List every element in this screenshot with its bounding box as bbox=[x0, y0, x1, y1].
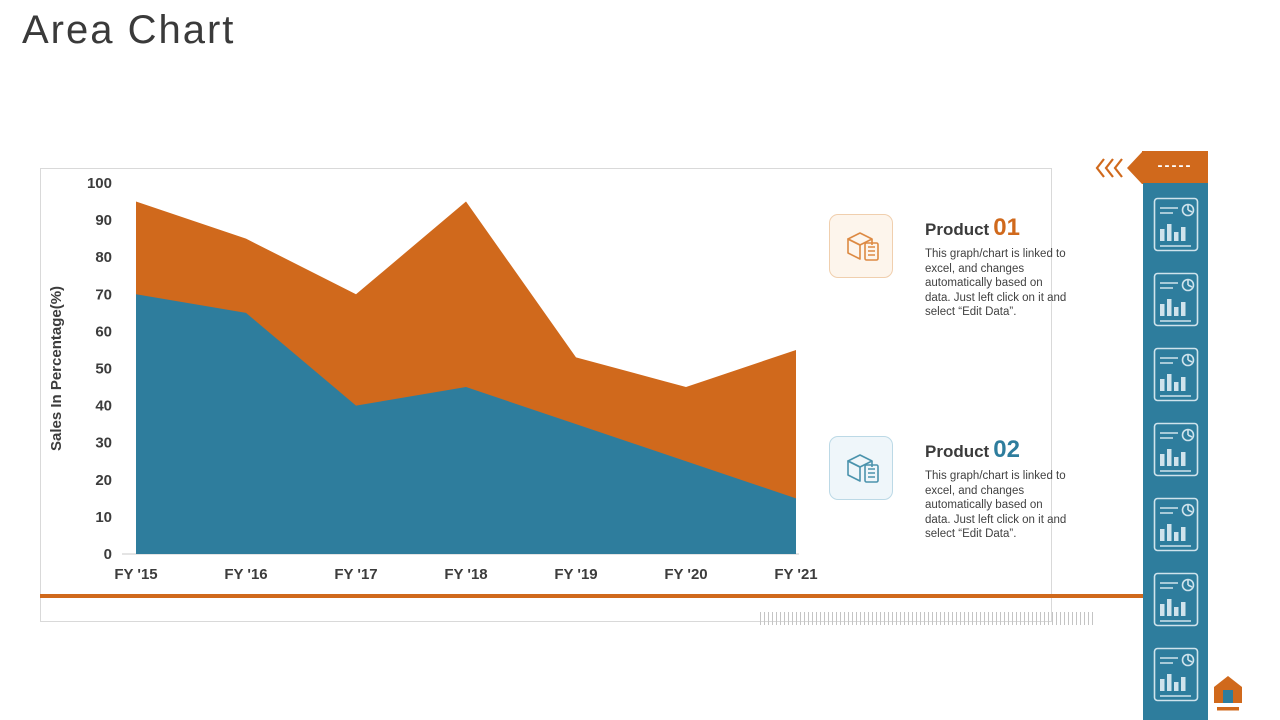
chart-frame: 0 10 20 30 40 50 60 70 80 90 100 FY '15 FY '16 FY '17… bbox=[40, 168, 1066, 622]
svg-text:FY '18: FY '18 bbox=[444, 566, 487, 583]
chart-document-icon bbox=[1153, 572, 1199, 627]
legend-item-product-01: Product 01 This graph/chart is linked to … bbox=[829, 214, 1067, 320]
svg-text:30: 30 bbox=[95, 435, 112, 452]
ribbed-divider bbox=[760, 612, 1095, 625]
orange-divider bbox=[40, 594, 1143, 598]
legend-item-product-02: Product 02 This graph/chart is linked to … bbox=[829, 436, 1067, 542]
chart-document-icon bbox=[1153, 497, 1199, 552]
svg-text:0: 0 bbox=[104, 546, 112, 563]
svg-text:Sales In Percentage(%): Sales In Percentage(%) bbox=[48, 286, 65, 451]
svg-text:FY '15: FY '15 bbox=[114, 566, 157, 583]
svg-text:50: 50 bbox=[95, 361, 112, 378]
legend-description: This graph/chart is linked to excel, and… bbox=[925, 248, 1067, 318]
legend-title: Product 01 bbox=[925, 214, 1020, 241]
svg-text:90: 90 bbox=[95, 212, 112, 229]
svg-text:70: 70 bbox=[95, 286, 112, 303]
svg-text:20: 20 bbox=[95, 472, 112, 489]
chevrons-left-icon[interactable] bbox=[1095, 157, 1125, 179]
tab-dashes[interactable]: ----- bbox=[1142, 151, 1208, 184]
tab-arrow-icon bbox=[1127, 151, 1142, 184]
svg-text:FY '21: FY '21 bbox=[774, 566, 817, 583]
chart-document-icon bbox=[1153, 272, 1199, 327]
box-clipboard-icon bbox=[829, 436, 893, 500]
svg-text:10: 10 bbox=[95, 509, 112, 526]
home-button[interactable] bbox=[1212, 674, 1244, 712]
svg-text:FY '20: FY '20 bbox=[664, 566, 707, 583]
home-icon bbox=[1214, 676, 1242, 703]
box-clipboard-icon bbox=[829, 214, 893, 278]
chart-document-icon bbox=[1153, 422, 1199, 477]
chart-document-icon bbox=[1153, 347, 1199, 402]
svg-text:60: 60 bbox=[95, 323, 112, 340]
svg-text:80: 80 bbox=[95, 249, 112, 266]
svg-text:40: 40 bbox=[95, 398, 112, 415]
svg-text:100: 100 bbox=[87, 175, 112, 192]
svg-text:FY '16: FY '16 bbox=[224, 566, 267, 583]
svg-text:FY '19: FY '19 bbox=[554, 566, 597, 583]
area-chart[interactable]: 0 10 20 30 40 50 60 70 80 90 100 FY '15 FY '16 FY '17… bbox=[41, 169, 1049, 619]
sidebar bbox=[1143, 183, 1208, 720]
svg-text:FY '17: FY '17 bbox=[334, 566, 377, 583]
legend-description: This graph/chart is linked to excel, and… bbox=[925, 470, 1067, 540]
chart-document-icon bbox=[1153, 197, 1199, 252]
sidebar-tab[interactable]: ----- bbox=[1095, 151, 1208, 184]
chart-document-icon bbox=[1153, 647, 1199, 702]
page-title: Area Chart bbox=[22, 8, 236, 52]
legend-title: Product 02 bbox=[925, 436, 1020, 463]
